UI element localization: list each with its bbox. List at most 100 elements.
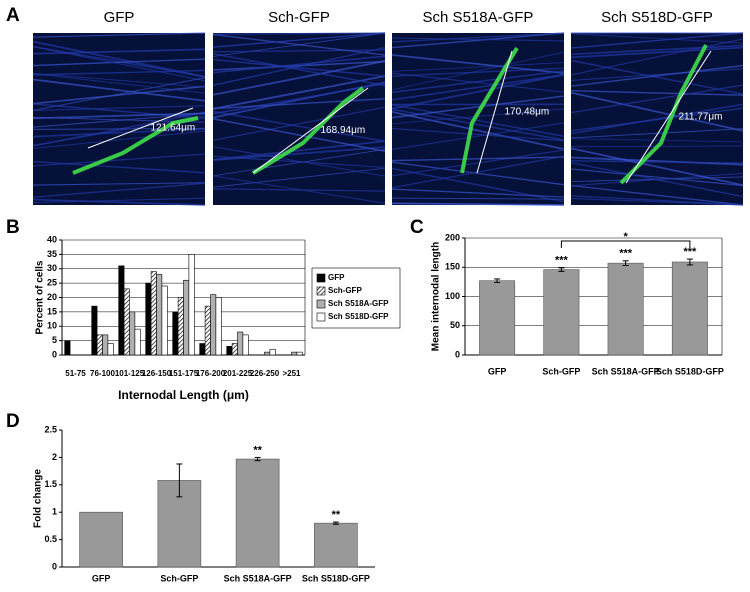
legend-label: Sch-GFP	[328, 286, 362, 295]
bar	[146, 283, 151, 355]
micrograph	[392, 33, 564, 205]
y-tick-label: 30	[47, 263, 57, 273]
y-tick-label: 2.5	[44, 424, 57, 434]
image-title: Sch S518A-GFP	[423, 9, 534, 26]
bar	[238, 332, 243, 355]
x-tick-label: Sch S518D-GFP	[656, 366, 724, 376]
bar	[124, 289, 129, 355]
x-tick-label: 176-200	[196, 369, 226, 378]
y-tick-label: 10	[47, 321, 57, 331]
bar	[297, 352, 302, 355]
panel-label: C	[410, 217, 424, 238]
y-tick-label: 50	[450, 320, 460, 330]
x-tick-label: Sch S518D-GFP	[302, 573, 370, 583]
bar	[162, 286, 167, 355]
panel-label: D	[6, 411, 20, 432]
measure-label: 121.64μm	[151, 123, 196, 134]
measure-label: 211.77μm	[679, 112, 723, 123]
x-axis-label: Internodal Length (μm)	[118, 388, 249, 402]
bar	[265, 352, 270, 355]
bar	[92, 306, 97, 355]
bar	[173, 312, 178, 355]
x-tick-label: Sch-GFP	[160, 573, 198, 583]
bar	[130, 312, 135, 355]
bar	[232, 344, 237, 356]
y-axis-label: Fold change	[33, 469, 44, 528]
x-tick-label: 201-225	[223, 369, 253, 378]
legend-swatch	[317, 300, 325, 308]
y-tick-label: 25	[47, 278, 57, 288]
y-tick-label: 0	[52, 561, 57, 571]
y-axis-label: Mean internodal length	[431, 242, 442, 351]
panel-label: A	[6, 5, 20, 26]
y-tick-label: 200	[445, 232, 460, 242]
x-tick-label: >251	[282, 369, 301, 378]
bar	[189, 254, 194, 355]
y-tick-label: 1.5	[44, 479, 57, 489]
x-tick-label: GFP	[92, 573, 111, 583]
x-tick-label: 226-250	[250, 369, 280, 378]
bracket-label: *	[623, 231, 628, 243]
x-tick-label: 51-75	[65, 369, 86, 378]
significance: **	[332, 509, 341, 521]
y-axis-label: Percent of cells	[35, 260, 46, 334]
bar	[544, 270, 579, 355]
bar	[97, 335, 102, 355]
legend-label: Sch S518D-GFP	[328, 312, 389, 321]
bar	[236, 459, 279, 567]
legend-label: GFP	[328, 273, 345, 282]
x-tick-label: 126-150	[142, 369, 172, 378]
y-tick-label: 100	[445, 291, 460, 301]
measure-label: 168.94μm	[321, 125, 366, 136]
image-title: GFP	[104, 9, 135, 26]
bar	[205, 306, 210, 355]
y-tick-label: 0	[52, 349, 57, 359]
significance: **	[253, 444, 262, 456]
y-tick-label: 40	[47, 234, 57, 244]
y-tick-label: 0.5	[44, 534, 57, 544]
x-tick-label: 101-125	[115, 369, 145, 378]
bar	[292, 352, 297, 355]
bar	[608, 263, 643, 355]
legend-swatch	[317, 287, 325, 295]
image-title: Sch S518D-GFP	[601, 9, 713, 26]
y-tick-label: 1	[52, 507, 57, 517]
image-title: Sch-GFP	[268, 9, 330, 26]
bar	[200, 344, 205, 356]
bar	[135, 329, 140, 355]
bar	[211, 295, 216, 355]
y-tick-label: 2	[52, 452, 57, 462]
x-tick-label: 151-175	[169, 369, 199, 378]
bar	[65, 341, 70, 355]
significance: ***	[555, 255, 569, 267]
bar	[184, 280, 189, 355]
bar	[479, 281, 514, 355]
bar	[108, 344, 113, 356]
legend-label: Sch S518A-GFP	[328, 299, 389, 308]
bar	[119, 266, 124, 355]
bar	[178, 298, 183, 356]
bar	[157, 275, 162, 356]
panel-label: B	[6, 217, 20, 238]
bar	[314, 523, 357, 567]
bar	[243, 335, 248, 355]
y-tick-label: 15	[47, 306, 57, 316]
x-tick-label: 76-100	[90, 369, 115, 378]
bar	[151, 272, 156, 355]
x-tick-label: Sch S518A-GFP	[224, 573, 292, 583]
legend-swatch	[317, 274, 325, 282]
y-tick-label: 20	[47, 292, 57, 302]
x-tick-label: Sch S518A-GFP	[592, 366, 660, 376]
y-tick-label: 0	[455, 349, 460, 359]
significance: ***	[619, 248, 633, 260]
measure-label: 170.48μm	[505, 107, 550, 118]
y-tick-label: 35	[47, 249, 57, 259]
legend-swatch	[317, 313, 325, 321]
bar	[270, 349, 275, 355]
bar	[216, 298, 221, 356]
x-tick-label: GFP	[488, 366, 507, 376]
bar	[103, 335, 108, 355]
bar	[672, 262, 707, 355]
bar	[80, 512, 123, 567]
y-tick-label: 5	[52, 335, 57, 345]
